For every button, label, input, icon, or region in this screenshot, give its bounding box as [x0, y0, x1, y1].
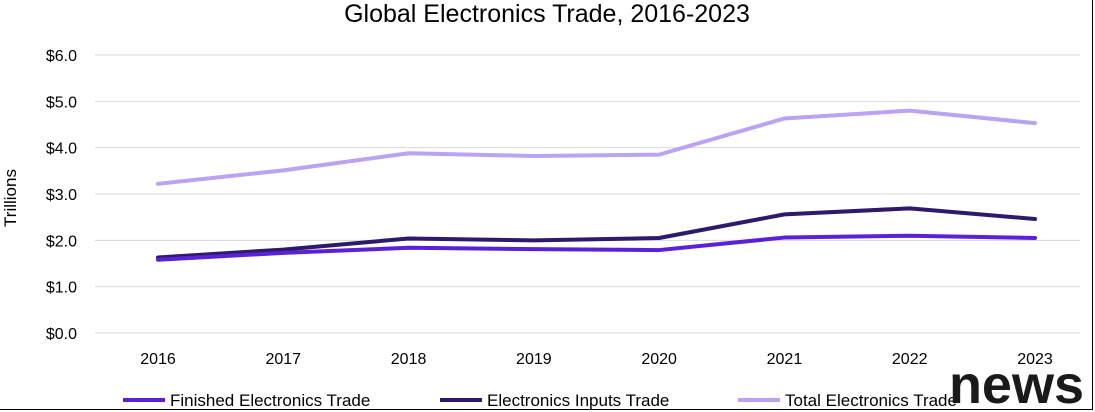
legend: Finished Electronics Trade Electronics In… [123, 391, 957, 410]
x-tick-label: 2021 [767, 351, 803, 368]
y-axis-ticks: $0.0 $1.0 $2.0 $3.0 $4.0 $5.0 $6.0 [46, 48, 77, 343]
y-tick-label: $6.0 [46, 48, 77, 65]
y-tick-label: $3.0 [46, 187, 77, 204]
series-line-total-electronics-trade [156, 108, 1037, 186]
y-tick-label: $2.0 [46, 233, 77, 250]
y-tick-label: $5.0 [46, 94, 77, 111]
news-watermark: news [949, 355, 1084, 412]
y-tick-label: $4.0 [46, 141, 77, 158]
x-tick-label: 2016 [140, 351, 176, 368]
legend-label: Electronics Inputs Trade [487, 391, 669, 410]
series-lines [156, 108, 1037, 262]
series-line-finished-electronics-trade [156, 233, 1037, 262]
series-line-electronics-inputs-trade [156, 206, 1037, 260]
legend-label: Total Electronics Trade [785, 391, 957, 410]
x-axis-ticks: 2016 2017 2018 2019 2020 2021 2022 2023 [140, 351, 1053, 368]
chart-title: Global Electronics Trade, 2016-2023 [344, 0, 750, 28]
legend-label: Finished Electronics Trade [170, 391, 370, 410]
y-axis-label: Trillions [1, 169, 20, 227]
gridlines [95, 54, 1080, 334]
x-tick-label: 2019 [516, 351, 552, 368]
x-tick-label: 2017 [265, 351, 301, 368]
x-tick-label: 2023 [1017, 351, 1053, 368]
x-tick-label: 2018 [391, 351, 427, 368]
x-tick-label: 2020 [641, 351, 677, 368]
y-tick-label: $0.0 [46, 326, 77, 343]
x-tick-label: 2022 [892, 351, 928, 368]
y-tick-label: $1.0 [46, 280, 77, 297]
